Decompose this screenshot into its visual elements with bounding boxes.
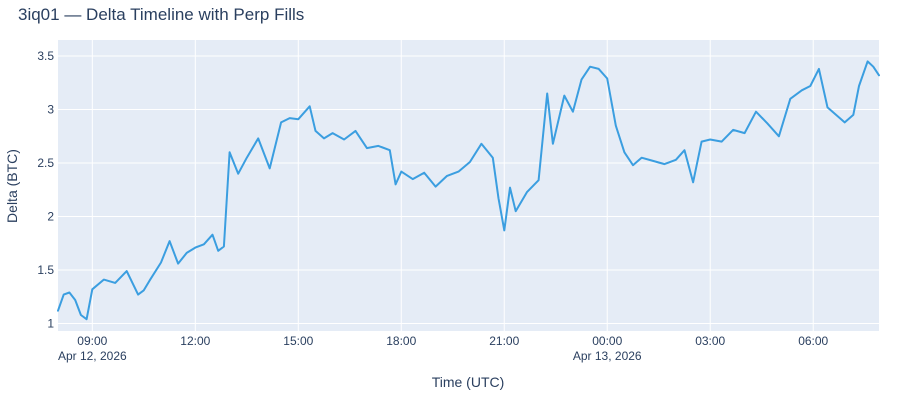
x-tick-label: 12:00 bbox=[180, 334, 210, 348]
y-tick-label: 3.5 bbox=[37, 49, 54, 63]
plot-area bbox=[58, 40, 879, 331]
chart-title: 3iq01 — Delta Timeline with Perp Fills bbox=[18, 5, 304, 24]
x-gridlines bbox=[91, 40, 814, 331]
x-tick-label: 06:00 bbox=[798, 334, 828, 348]
x-tick-label: 15:00 bbox=[283, 334, 313, 348]
y-tick-label: 1.5 bbox=[37, 263, 54, 277]
y-tick-label: 2 bbox=[47, 210, 54, 224]
x-tick-date-label: Apr 13, 2026 bbox=[573, 349, 642, 363]
x-tick-label: 03:00 bbox=[695, 334, 725, 348]
x-tick-date-label: Apr 12, 2026 bbox=[58, 349, 127, 363]
delta-series-line bbox=[57, 60, 880, 321]
x-tick-label: 21:00 bbox=[489, 334, 519, 348]
y-axis-title: Delta (BTC) bbox=[4, 149, 20, 223]
x-tick-label: 09:00 bbox=[77, 334, 107, 348]
y-tick-labels: 1 1.5 2 2.5 3 3.5 bbox=[37, 49, 54, 330]
x-tick-label: 18:00 bbox=[386, 334, 416, 348]
y-tick-label: 1 bbox=[47, 317, 54, 331]
x-tick-label: 00:00 bbox=[592, 334, 622, 348]
y-gridlines bbox=[58, 55, 879, 325]
y-tick-label: 2.5 bbox=[37, 156, 54, 170]
series-layer bbox=[57, 60, 880, 321]
y-tick-label: 3 bbox=[47, 103, 54, 117]
x-axis-title: Time (UTC) bbox=[432, 374, 505, 390]
